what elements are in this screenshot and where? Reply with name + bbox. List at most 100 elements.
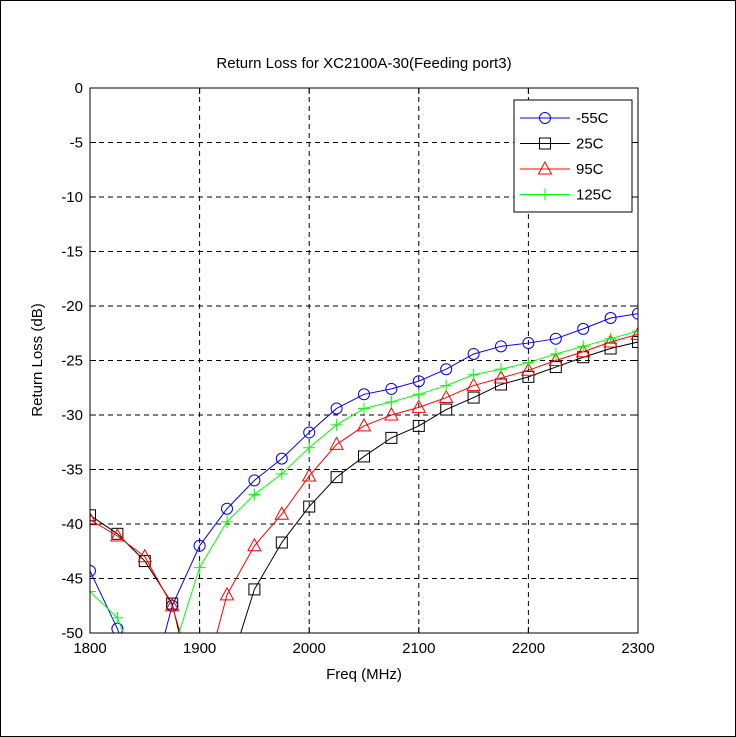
data-point-marker (275, 536, 288, 549)
data-point-marker (521, 362, 536, 376)
data-point-marker (603, 333, 618, 348)
data-point-marker (301, 467, 317, 482)
data-point-marker (548, 352, 564, 366)
data-point-marker (549, 361, 562, 374)
data-point-marker (385, 382, 398, 395)
series-line (90, 333, 638, 633)
series-125C (90, 325, 638, 694)
data-point-marker (221, 502, 233, 515)
legend-entry: 25C (520, 136, 604, 153)
y-tick-label: -30 (61, 407, 83, 424)
legend-marker (539, 188, 551, 201)
y-tick-label: 0 (75, 80, 83, 97)
data-point-marker (193, 561, 206, 574)
data-point-marker (412, 388, 425, 401)
data-point-marker (438, 389, 454, 404)
y-tick-label: -20 (61, 298, 83, 315)
data-point-marker (358, 388, 370, 401)
data-point-marker (219, 586, 235, 601)
data-point-marker (604, 332, 617, 345)
x-tick-label: 2300 (621, 640, 654, 657)
y-tick-label: -40 (61, 516, 83, 533)
data-point-marker (330, 471, 343, 484)
data-point-marker (358, 402, 370, 415)
legend-box (513, 99, 633, 213)
legend-entry: 95C (520, 160, 604, 178)
x-tick-label: 2100 (402, 640, 435, 657)
data-point-marker (522, 337, 535, 350)
data-point-marker (412, 419, 425, 432)
data-point-marker (577, 340, 590, 353)
x-axis-label: Freq (MHz) (326, 666, 402, 683)
data-point-marker (467, 368, 480, 381)
data-point-marker (247, 537, 262, 552)
data-point-marker (90, 509, 96, 522)
data-point-marker (440, 403, 453, 416)
data-point-marker (166, 649, 178, 661)
data-point-marker (248, 488, 261, 501)
legend-marker (537, 160, 553, 175)
data-point-marker (575, 343, 591, 358)
data-point-marker (137, 548, 153, 563)
data-point-marker (248, 474, 261, 487)
data-point-marker (411, 399, 427, 413)
data-point-marker (385, 431, 398, 444)
data-point-marker (193, 691, 206, 703)
legend-marker (539, 137, 551, 150)
x-tick-label: 1900 (183, 640, 216, 657)
data-point-marker (330, 418, 343, 431)
data-point-marker (440, 379, 453, 392)
data-point-marker (467, 391, 480, 404)
legend-label: 95C (576, 161, 604, 178)
data-point-marker (329, 436, 344, 450)
series-layer (90, 307, 638, 715)
data-point-marker (522, 370, 535, 383)
y-tick-label: -45 (61, 571, 83, 588)
y-tick-label: -35 (61, 462, 83, 479)
legend: -55C 25C 95C 125C (513, 99, 633, 213)
data-point-marker (303, 426, 316, 439)
y-tick-label: -25 (61, 353, 83, 370)
data-point-marker (90, 585, 96, 598)
data-point-marker (495, 378, 507, 391)
data-point-marker (275, 452, 288, 465)
y-tick-label: -10 (61, 189, 83, 206)
x-tick-label: 2200 (512, 640, 545, 657)
data-point-marker (90, 564, 96, 577)
data-point-marker (495, 363, 507, 376)
data-point-marker (384, 406, 399, 421)
data-point-marker (577, 322, 590, 335)
series--55C (90, 307, 638, 715)
legend-marker (539, 112, 551, 124)
data-point-marker (139, 682, 151, 694)
data-point-marker (356, 417, 372, 432)
data-point-marker (139, 704, 150, 715)
data-point-marker (164, 597, 180, 612)
data-point-marker (495, 340, 507, 353)
series-95C (90, 326, 638, 703)
legend-entry: -55C (520, 110, 609, 127)
data-point-marker (522, 356, 535, 369)
series-25C (90, 335, 638, 682)
legend-entry: 125C (520, 187, 612, 204)
axis-ticks: 1800 1900 2000 2100 2200 2300 0 -5 -10 -15 -20 -25 -… (61, 80, 654, 657)
data-point-marker (248, 583, 261, 596)
x-tick-label: 2000 (293, 640, 326, 657)
data-point-marker (632, 335, 638, 348)
data-point-marker (274, 506, 290, 520)
data-point-marker (303, 441, 316, 454)
series-line (90, 341, 638, 633)
data-point-marker (275, 467, 288, 480)
y-tick-label: -15 (61, 244, 83, 261)
data-point-marker (222, 671, 233, 682)
data-point-marker (549, 347, 562, 360)
data-point-marker (549, 332, 562, 345)
data-point-marker (221, 515, 233, 528)
y-tick-label: -50 (61, 625, 83, 642)
data-point-marker (632, 307, 638, 320)
legend-label: 125C (576, 187, 612, 204)
data-point-marker (330, 402, 343, 415)
data-point-marker (632, 325, 638, 338)
data-point-marker (303, 500, 316, 513)
